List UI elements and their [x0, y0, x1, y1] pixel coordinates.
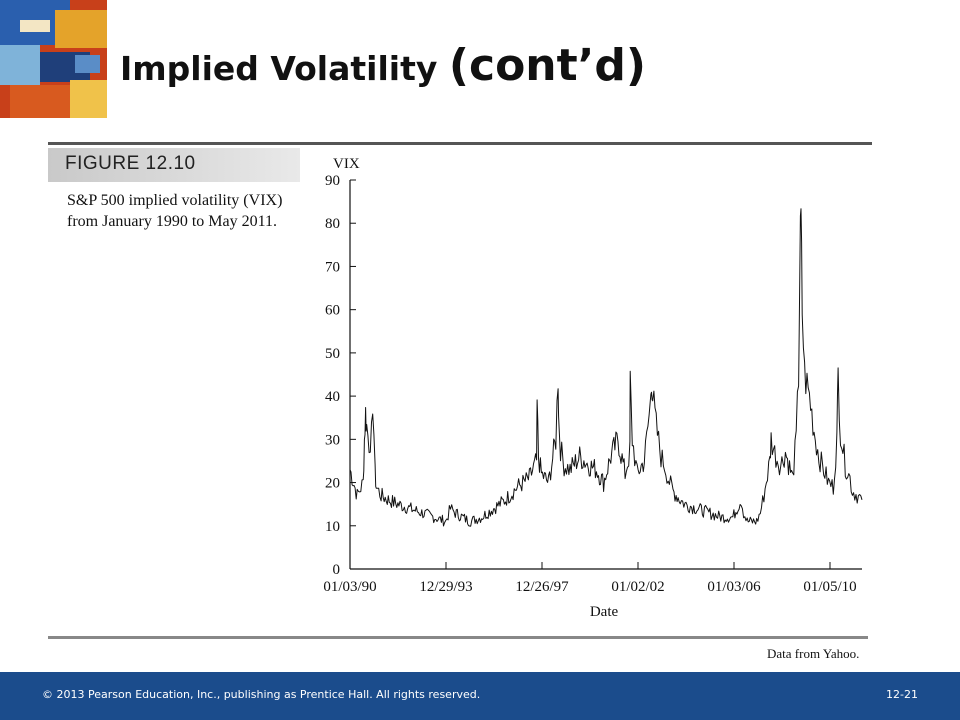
page-number: 12-21 [886, 688, 918, 701]
copyright-text: © 2013 Pearson Education, Inc., publishi… [42, 688, 481, 701]
y-tick-label: 30 [325, 432, 340, 448]
x-tick-label: 01/03/06 [707, 579, 761, 595]
y-axis-title: VIX [333, 156, 360, 172]
slide-title-suffix: (cont’d) [448, 40, 646, 91]
footer-bar: © 2013 Pearson Education, Inc., publishi… [0, 672, 960, 720]
y-tick-label: 50 [325, 346, 340, 362]
y-tick-label: 40 [325, 389, 340, 405]
x-tick-label: 01/02/02 [611, 579, 664, 595]
x-tick-label: 01/05/10 [803, 579, 856, 595]
y-tick-label: 60 [325, 303, 340, 319]
x-tick-label: 12/26/97 [515, 579, 569, 595]
x-axis-title: Date [590, 604, 619, 620]
y-tick-label: 10 [325, 519, 340, 535]
figure-caption: S&P 500 implied volatility (VIX) from Ja… [67, 192, 283, 230]
slide-title: Implied Volatility (cont’d) [120, 40, 646, 91]
x-tick-label: 01/03/90 [323, 579, 376, 595]
y-tick-label: 20 [325, 476, 340, 492]
x-tick-label: 12/29/93 [419, 579, 472, 595]
figure-top-rule [48, 142, 872, 145]
y-tick-label: 0 [333, 562, 341, 578]
figure-bottom-rule [48, 636, 868, 639]
slide-title-main: Implied Volatility [120, 49, 449, 88]
y-tick-label: 70 [325, 259, 340, 275]
y-tick-label: 90 [325, 173, 340, 189]
decorative-artwork [0, 0, 107, 118]
vix-series-line [349, 208, 863, 527]
figure-source: Data from Yahoo. [767, 646, 860, 661]
figure-label: FIGURE 12.10 [48, 148, 300, 182]
y-tick-label: 80 [325, 216, 340, 232]
